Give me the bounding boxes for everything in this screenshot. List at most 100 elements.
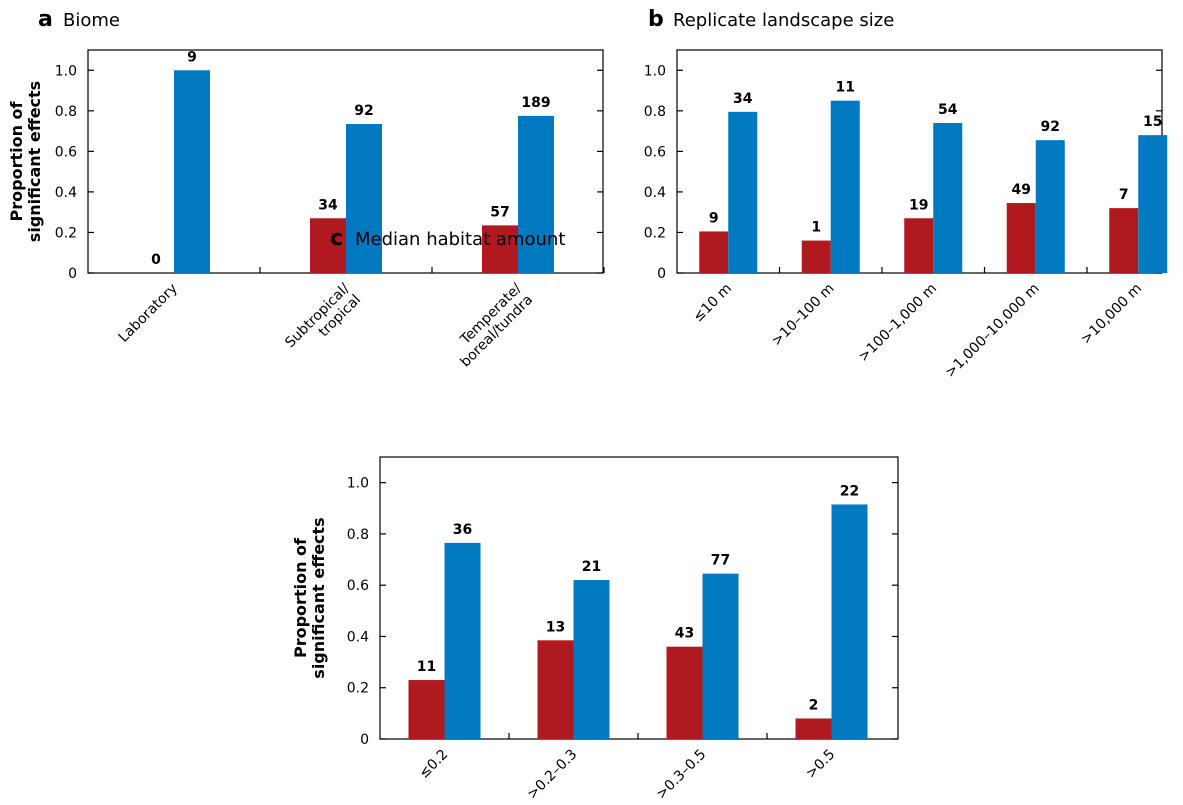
- data-label: 34: [733, 91, 753, 107]
- category-label: >1,000–10,000 m: [942, 281, 1042, 381]
- data-label: 2: [809, 697, 819, 713]
- bar: [573, 580, 610, 739]
- y-tick-label: 0.8: [644, 104, 666, 120]
- data-label: 22: [840, 483, 859, 499]
- panel-title: Biome: [63, 10, 120, 31]
- category-label: >100–1,000 m: [855, 281, 940, 366]
- bar: [933, 122, 963, 274]
- y-tick-label: 0: [360, 732, 369, 748]
- panel-letter: a: [38, 7, 53, 32]
- data-label: 189: [521, 95, 550, 111]
- category-label: >0.2–0.3: [524, 747, 580, 803]
- bar: [1138, 135, 1168, 273]
- y-tick-label: 0.6: [55, 144, 77, 160]
- category-label: >10,000 m: [1078, 281, 1145, 348]
- bar: [408, 680, 445, 739]
- data-label: 92: [1041, 119, 1060, 135]
- y-tick-label: 1.0: [644, 63, 666, 79]
- category-label-line: >100–1,000 m: [855, 281, 940, 366]
- data-label: 92: [354, 103, 373, 119]
- data-label: 13: [546, 619, 565, 635]
- category-label: Temperate/boreal/tundra: [446, 280, 536, 370]
- category-label-line: >0.5: [803, 747, 838, 782]
- bar: [444, 542, 481, 739]
- category-label: Subtropical/tropical: [282, 280, 364, 362]
- y-tick-label: 1.0: [55, 63, 77, 79]
- bar: [702, 573, 739, 739]
- y-axis-label: Proportion of: [291, 537, 310, 658]
- y-tick-label: 0.2: [347, 681, 369, 697]
- y-tick-label: 0: [68, 266, 77, 282]
- bar: [904, 218, 934, 273]
- category-label: ≤10 m: [690, 281, 735, 326]
- y-axis-label: significant effects: [25, 81, 44, 242]
- category-label-line: >0.2–0.3: [524, 747, 580, 803]
- data-label: 15: [1143, 114, 1162, 130]
- y-tick-label: 0.2: [644, 225, 666, 241]
- data-label: 43: [675, 626, 694, 642]
- category-label: >0.5: [803, 747, 838, 782]
- category-label-line: Laboratory: [116, 281, 181, 346]
- data-label: 0: [151, 252, 161, 268]
- data-label: 9: [709, 210, 719, 226]
- bar: [830, 100, 860, 273]
- y-tick-label: 0.6: [347, 578, 369, 594]
- y-tick-label: 0.4: [644, 185, 666, 201]
- category-label-line: >0.3–0.5: [653, 747, 709, 803]
- category-label-line: >1,000–10,000 m: [942, 281, 1042, 381]
- y-axis-label: Proportion of: [7, 100, 26, 221]
- data-label: 19: [909, 197, 928, 213]
- bar: [346, 123, 382, 273]
- data-label: 49: [1012, 182, 1031, 198]
- y-tick-label: 0: [657, 266, 666, 282]
- y-tick-label: 0.6: [644, 144, 666, 160]
- chart-panel-a: a Biome 0 0.2 0.4 0.6 0.8 1.0 Proportion of signi…: [7, 7, 605, 370]
- y-tick-label: 0.4: [347, 629, 369, 645]
- data-label: 77: [711, 553, 730, 569]
- category-label: >10–100 m: [769, 281, 838, 350]
- panel-title: Median habitat amount: [355, 229, 565, 250]
- bar: [666, 646, 703, 739]
- y-tick-label: 0.8: [347, 527, 369, 543]
- data-label: 54: [938, 102, 958, 118]
- panel-letter: c: [330, 226, 343, 251]
- plot-frame: [379, 456, 899, 740]
- data-label: 9: [187, 49, 197, 65]
- bar: [699, 231, 729, 273]
- bar: [174, 70, 210, 273]
- bar: [728, 111, 758, 273]
- data-label: 34: [318, 197, 338, 213]
- category-label: Laboratory: [116, 281, 181, 346]
- category-label: >0.3–0.5: [653, 747, 709, 803]
- data-label: 57: [490, 204, 509, 220]
- category-label: ≤0.2: [416, 747, 451, 782]
- y-tick-label: 0.4: [55, 185, 77, 201]
- bar: [795, 718, 832, 739]
- y-axis-label: significant effects: [309, 517, 328, 678]
- panel-title: Replicate landscape size: [673, 10, 894, 31]
- bar: [482, 225, 518, 273]
- data-label: 11: [836, 80, 855, 96]
- bar: [801, 240, 831, 273]
- bar: [537, 640, 574, 739]
- bar: [831, 504, 868, 739]
- data-label: 1: [811, 220, 821, 236]
- bar: [1006, 203, 1036, 273]
- bar: [518, 115, 554, 274]
- panel-letter: b: [648, 7, 664, 32]
- chart-panel-b: b Replicate landscape size 0 0.2 0.4 0.6 0.8 1.…: [644, 7, 1168, 381]
- bar: [1035, 140, 1065, 273]
- y-tick-label: 1.0: [347, 476, 369, 492]
- y-tick-label: 0.8: [55, 104, 77, 120]
- category-label-line: ≤0.2: [416, 747, 451, 782]
- data-label: 21: [582, 559, 601, 575]
- y-tick-label: 0.2: [55, 225, 77, 241]
- category-label-line: ≤10 m: [690, 281, 735, 326]
- data-label: 7: [1119, 187, 1129, 203]
- category-label-line: >10,000 m: [1078, 281, 1145, 348]
- bar: [310, 218, 346, 273]
- bar: [1109, 208, 1139, 273]
- data-label: 36: [453, 522, 472, 538]
- data-label: 11: [417, 659, 436, 675]
